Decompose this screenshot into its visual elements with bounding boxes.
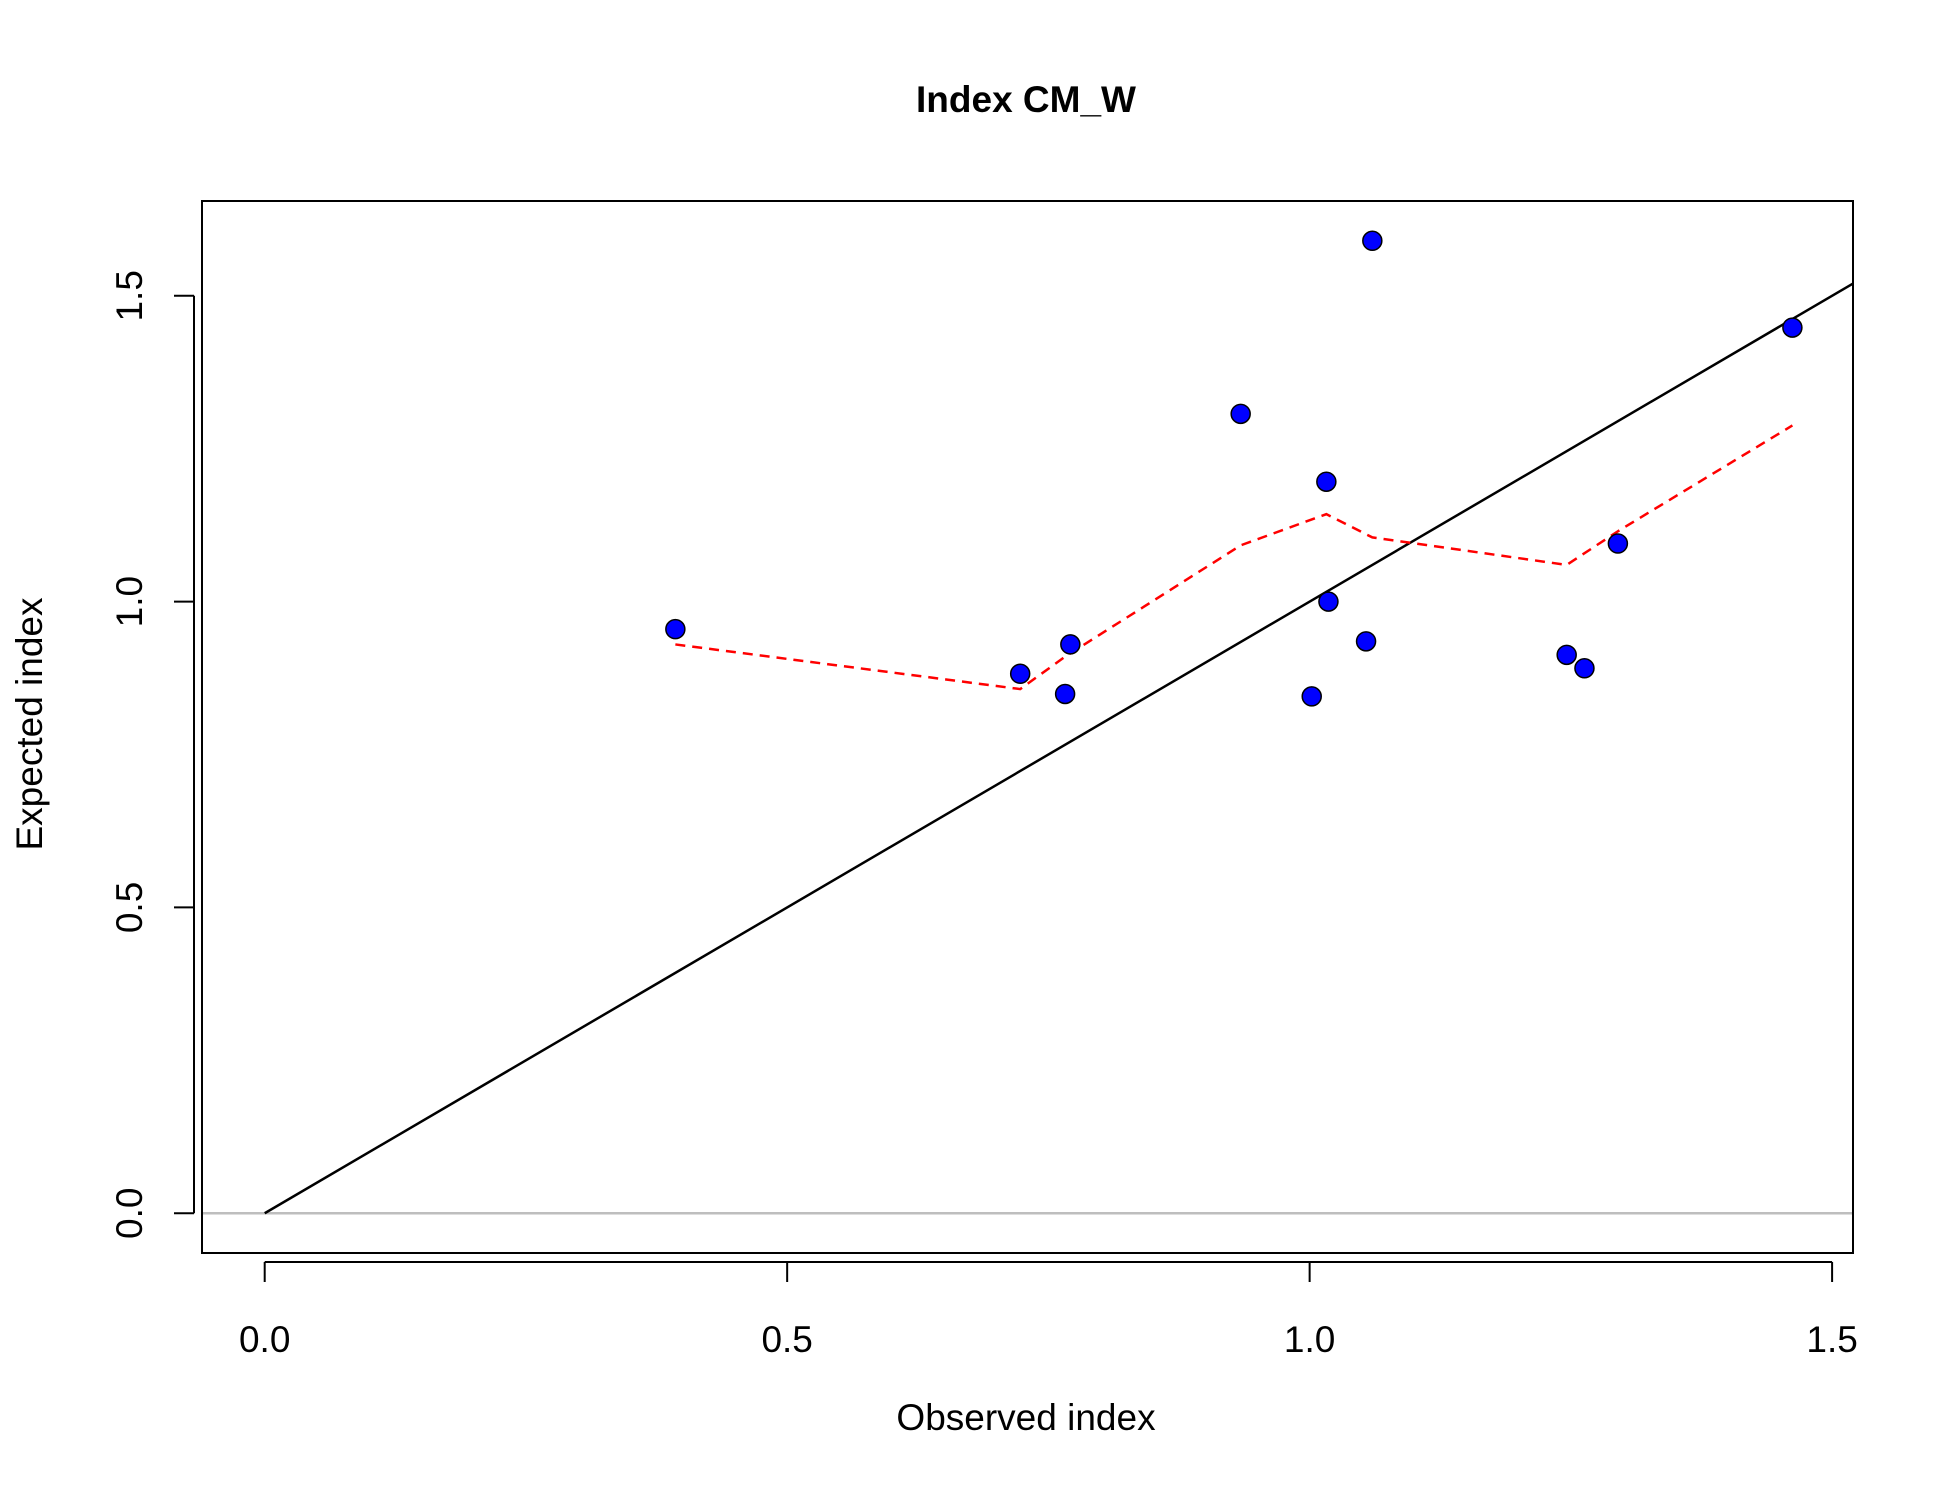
y-tick-label: 0.0 [109, 1188, 150, 1239]
x-tick-label: 1.5 [1806, 1319, 1857, 1360]
y-axis-label: Expected index [9, 597, 50, 851]
data-point [1316, 471, 1337, 492]
x-tick-label: 0.5 [761, 1319, 812, 1360]
plot-frame [201, 200, 1854, 1254]
y-axis: 0.0 0.5 1.0 1.5 [109, 270, 195, 1239]
data-point [665, 618, 686, 640]
y-tick-label: 1.0 [109, 576, 150, 627]
data-point [1318, 591, 1339, 612]
x-axis-label: Observed index [896, 1397, 1156, 1438]
y-tick-label: 1.5 [109, 270, 150, 321]
data-point [1060, 634, 1081, 655]
x-tick-label: 0.0 [239, 1319, 290, 1360]
data-point [1607, 533, 1629, 554]
data-point [1301, 686, 1322, 707]
data-point [1574, 658, 1595, 679]
data-point [1355, 631, 1377, 652]
x-axis: 0.0 0.5 1.0 1.5 [239, 1261, 1858, 1360]
x-tick-label: 1.0 [1284, 1319, 1335, 1360]
data-point [1230, 403, 1251, 425]
data-points [665, 230, 1803, 707]
data-point [1556, 644, 1577, 666]
plot-area [202, 230, 1854, 1215]
identity-line [264, 282, 1854, 1215]
data-point [1054, 683, 1076, 705]
data-point [1362, 230, 1383, 252]
y-tick-label: 0.5 [109, 882, 150, 933]
smoothed-trend-line [675, 424, 1794, 691]
data-point [1009, 663, 1031, 685]
data-point [1782, 317, 1803, 338]
chart-title: Index CM_W [916, 79, 1136, 120]
